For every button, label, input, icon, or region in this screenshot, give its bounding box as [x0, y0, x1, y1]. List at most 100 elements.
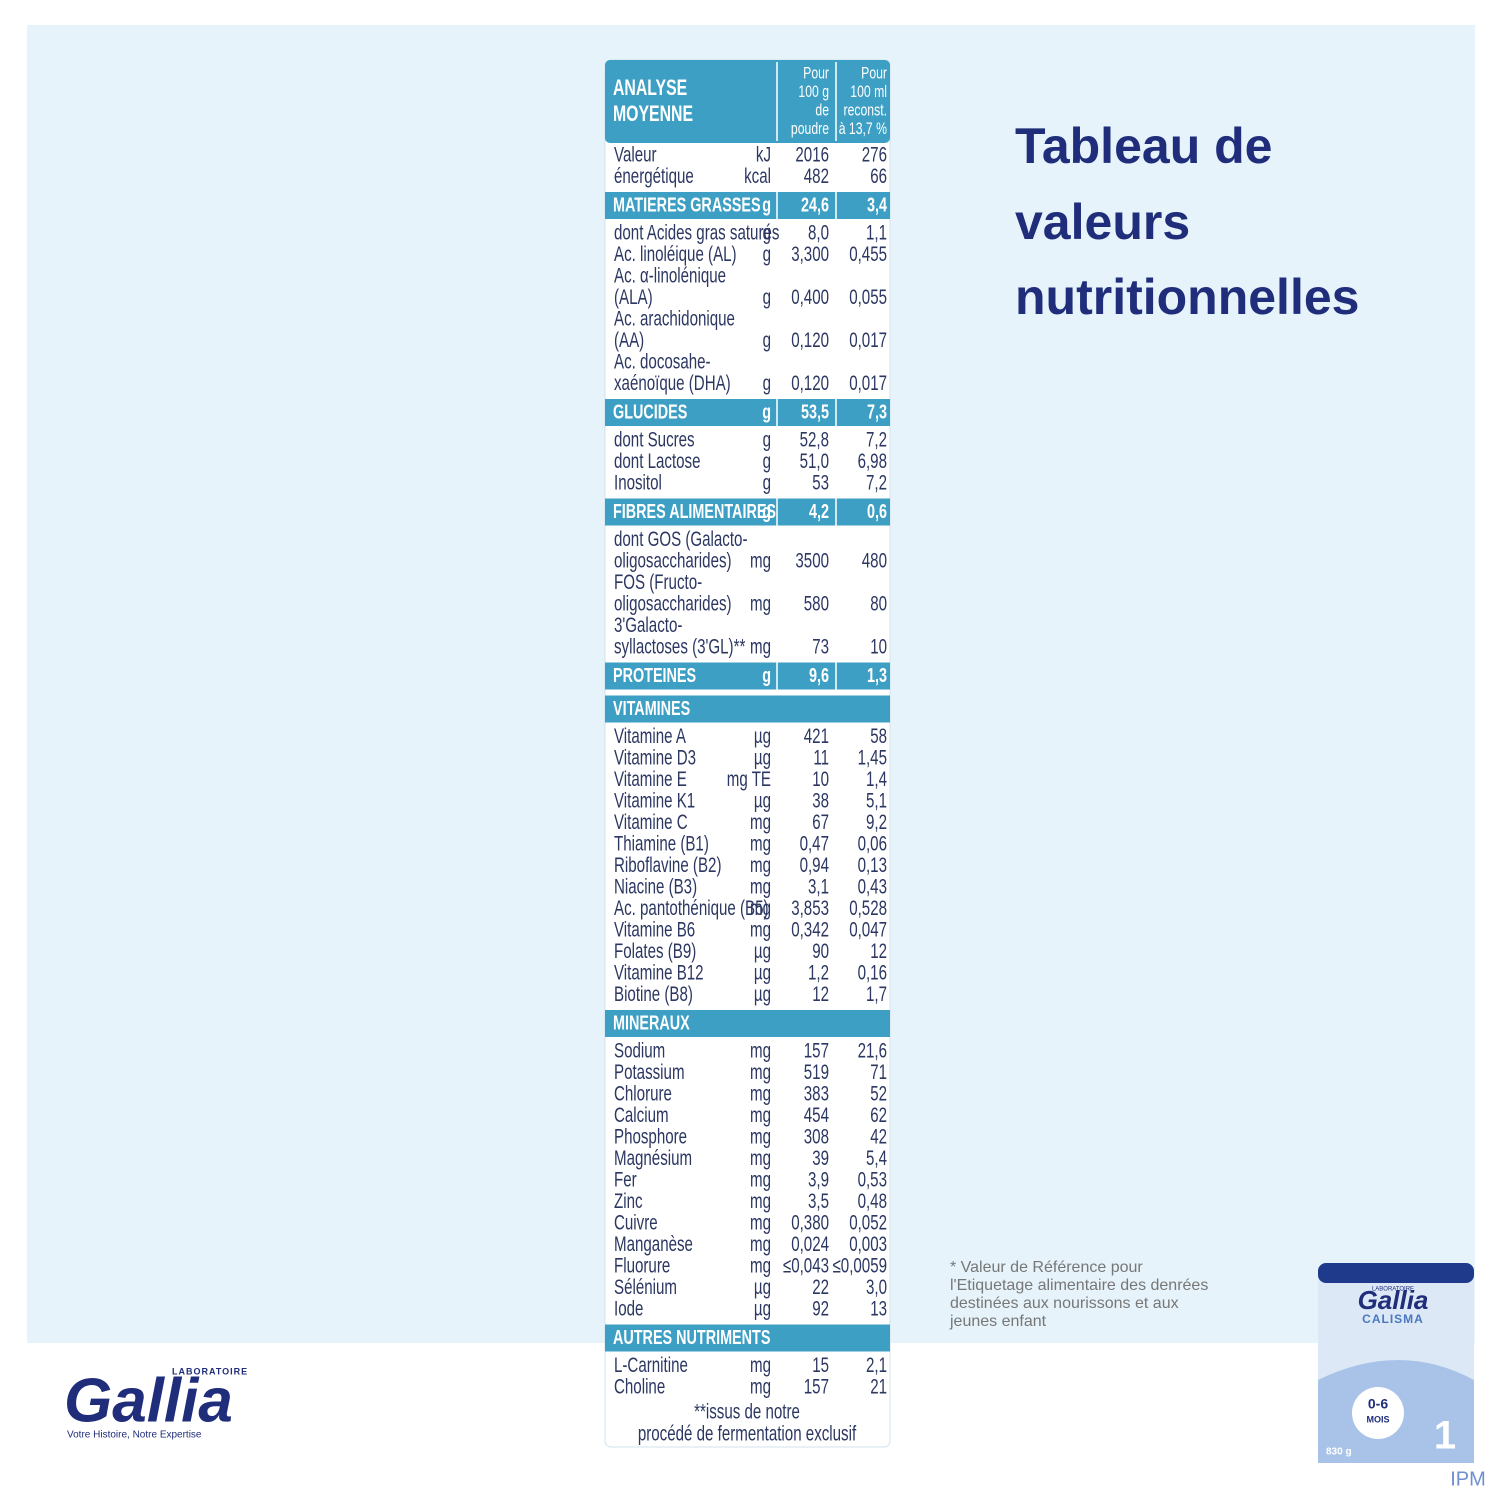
row-value: 157 [804, 1374, 829, 1398]
section-unit: g [762, 663, 771, 686]
row-label: Vitamine B12 [614, 960, 704, 984]
row-label: Niacine (B3) [614, 874, 697, 898]
row-label: Phosphore [614, 1124, 687, 1148]
row-value: 276 [862, 142, 887, 166]
row-unit: µg [754, 1275, 771, 1299]
product-age: 0-6 [1368, 1396, 1388, 1412]
logo-brand: Gallia [64, 1366, 233, 1435]
row-label: Valeur [614, 142, 657, 166]
row-unit: kJ [756, 142, 771, 166]
row-value: 480 [862, 548, 887, 572]
row-value: 53 [812, 470, 829, 494]
row-label: énergétique [614, 164, 694, 188]
row-label: Thiamine (B1) [614, 831, 709, 855]
product-brand: Gallia [1358, 1285, 1429, 1315]
row-label: xaénoïque (DHA) [614, 371, 731, 395]
row-unit: mg [750, 1353, 771, 1377]
row-value: 0,120 [791, 328, 829, 352]
logo-laboratoire: LABORATOIRE [172, 1366, 248, 1376]
row-value: 0,342 [791, 917, 829, 941]
row-unit: µg [754, 982, 771, 1006]
row-value: 421 [804, 724, 829, 748]
row-label: dont Acides gras saturés [614, 220, 779, 244]
section-band [605, 662, 890, 690]
row-value: 3,9 [808, 1167, 829, 1191]
row-label: Vitamine B6 [614, 917, 695, 941]
row-value: 71 [870, 1060, 887, 1084]
row-label: (AA) [614, 328, 644, 352]
section-heading: MATIERES GRASSES [613, 193, 761, 216]
row-label: Cuivre [614, 1210, 658, 1234]
row-value: 1,45 [858, 745, 887, 769]
row-value: 13 [870, 1296, 887, 1320]
row-value: 8,0 [808, 220, 829, 244]
row-value: 0,455 [849, 242, 887, 266]
header-col: 100 g [798, 83, 829, 101]
row-label: Vitamine C [614, 810, 688, 834]
row-value: 6,98 [858, 449, 887, 473]
row-label: Iode [614, 1296, 643, 1320]
row-value: 3,853 [791, 896, 829, 920]
row-value: 0,017 [849, 371, 887, 395]
section-heading: FIBRES ALIMENTAIRES [613, 499, 776, 522]
section-value: 7,3 [867, 400, 887, 423]
row-unit: mg [750, 1210, 771, 1234]
row-value: 38 [812, 788, 829, 812]
row-value: 7,2 [866, 427, 887, 451]
row-unit: g [763, 427, 771, 451]
title-line: nutritionnelles [1015, 269, 1359, 325]
row-unit: µg [754, 939, 771, 963]
row-label: Vitamine E [614, 767, 687, 791]
row-unit: µg [754, 960, 771, 984]
row-label: Fluorure [614, 1253, 670, 1277]
row-unit: mg [750, 634, 771, 658]
age-badge [1352, 1387, 1404, 1439]
row-value: 3500 [795, 548, 829, 572]
row-value: 62 [870, 1103, 887, 1127]
header-col: à 13,7 % [839, 120, 887, 138]
logo: LABORATOIRE Gallia Votre Histoire, Notre… [64, 1366, 248, 1440]
row-label: Biotine (B8) [614, 982, 693, 1006]
row-unit: mg [750, 1374, 771, 1398]
row-unit: g [763, 470, 771, 494]
row-unit: mg [750, 874, 771, 898]
reference-note: * Valeur de Référence pour l'Etiquetage … [949, 1259, 1208, 1330]
row-value: 3,300 [791, 242, 829, 266]
row-unit: mg [750, 853, 771, 877]
row-label: Ac. pantothénique (B5) [614, 896, 769, 920]
row-value: 0,47 [800, 831, 829, 855]
row-value: 0,120 [791, 371, 829, 395]
row-value: 5,1 [866, 788, 887, 812]
row-value: 0,055 [849, 285, 887, 309]
row-label: Vitamine A [614, 724, 687, 748]
row-unit: mg [750, 1060, 771, 1084]
row-value: 0,94 [800, 853, 829, 877]
row-value: ≤0,043 [783, 1253, 829, 1277]
row-value: 0,13 [858, 853, 887, 877]
row-value: 1,1 [866, 220, 887, 244]
header-col: de [815, 102, 829, 120]
row-label: Magnésium [614, 1146, 692, 1170]
row-value: 10 [812, 767, 829, 791]
row-value: 42 [870, 1124, 887, 1148]
row-value: 66 [870, 164, 887, 188]
section-unit: g [762, 400, 771, 423]
row-label: L-Carnitine [614, 1353, 688, 1377]
row-value: 12 [870, 939, 887, 963]
row-value: 0,528 [849, 896, 887, 920]
row-label: oligosaccharides) [614, 591, 732, 615]
row-value: 1,4 [866, 767, 887, 791]
row-value: 3,1 [808, 874, 829, 898]
row-unit: mg [750, 1146, 771, 1170]
row-unit: mg [750, 810, 771, 834]
row-value: 519 [804, 1060, 829, 1084]
row-value: 482 [804, 164, 829, 188]
row-label: Vitamine K1 [614, 788, 695, 812]
row-unit: g [763, 285, 771, 309]
row-value: 51,0 [800, 449, 829, 473]
section-heading: AUTRES NUTRIMENTS [613, 1325, 770, 1348]
row-value: 7,2 [866, 470, 887, 494]
row-label: Folates (B9) [614, 939, 696, 963]
header-title: ANALYSE [613, 76, 687, 100]
